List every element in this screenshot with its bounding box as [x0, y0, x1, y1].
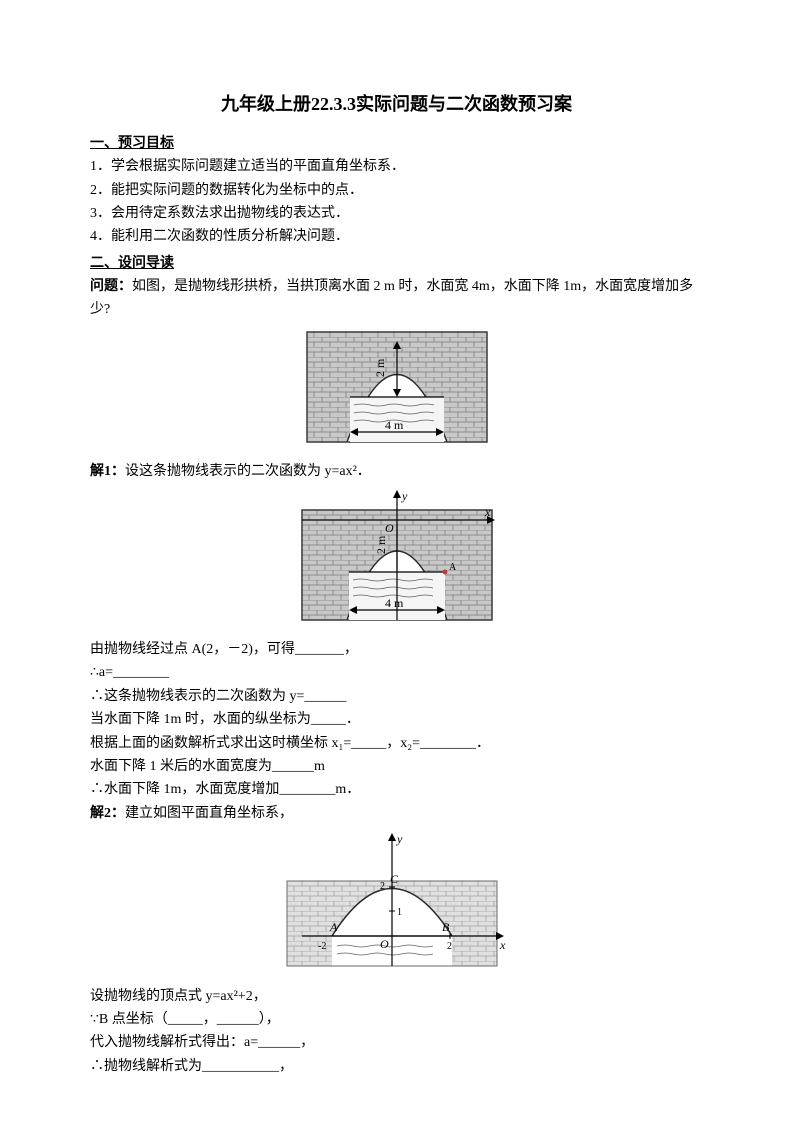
figure-3: y x O 1 2 2 -2 C A B — [90, 831, 703, 979]
figure-2: y x O 2 m A 4 m — [90, 490, 703, 633]
figure-1: 2 m 4 m — [90, 327, 703, 455]
fig2-y-label: y — [401, 490, 408, 503]
solution-2-label: 解2： — [90, 806, 125, 821]
fig2-x-label: x — [484, 505, 491, 519]
sol1-line-6: ∴水面下降 1m，水面宽度增加________m． — [90, 779, 703, 801]
solution-1-text: 设这条抛物线表示的二次函数为 y=ax²． — [125, 464, 371, 479]
sol1-line-0: 由抛物线经过点 A(2，－2)，可得_______， — [90, 639, 703, 661]
figure-1-svg: 2 m 4 m — [302, 327, 492, 447]
section-2-heading: 二、设问导读 — [90, 253, 703, 275]
sol1-line-2: ∴这条抛物线表示的二次函数为 y=______ — [90, 686, 703, 708]
figure-3-svg: y x O 1 2 2 -2 C A B — [282, 831, 512, 971]
sol1-line-1: ∴a=________ — [90, 662, 703, 684]
fig3-tick1: 1 — [397, 907, 402, 918]
fig1-height-label: 2 m — [373, 358, 387, 377]
sol2-line-3: ∴抛物线解析式为___________， — [90, 1056, 703, 1078]
objective-4: 4．能利用二次函数的性质分析解决问题． — [90, 226, 703, 248]
objective-1: 1．学会根据实际问题建立适当的平面直角坐标系． — [90, 156, 703, 178]
fig2-width-label: 4 m — [385, 596, 404, 610]
fig3-neg2: -2 — [318, 941, 326, 952]
fig3-point-c: C — [390, 872, 399, 886]
sol2-line-1: ∵B 点坐标（_____，______）， — [90, 1009, 703, 1031]
sol1-line-3: 当水面下降 1m 时，水面的纵坐标为_____． — [90, 709, 703, 731]
figure-2-svg: y x O 2 m A 4 m — [297, 490, 497, 625]
section-1-heading: 一、预习目标 — [90, 133, 703, 155]
fig3-y-label: y — [396, 832, 403, 846]
fig2-origin: O — [385, 521, 394, 535]
solution-1-line: 解1：设这条抛物线表示的二次函数为 y=ax²． — [90, 461, 703, 483]
problem-statement: 问题：如图，是抛物线形拱桥，当拱顶离水面 2 m 时，水面宽 4m，水面下降 1… — [90, 276, 703, 321]
problem-label: 问题： — [90, 279, 132, 294]
fig2-point-a: A — [449, 562, 457, 573]
fig3-x-label: x — [499, 938, 506, 952]
sol2-line-0: 设抛物线的顶点式 y=ax²+2， — [90, 986, 703, 1008]
fig3-point-a: A — [329, 920, 338, 934]
solution-2-text: 建立如图平面直角坐标系， — [125, 806, 293, 821]
fig3-tick2y: 2 — [380, 881, 385, 892]
sol1-line-4: 根据上面的函数解析式求出这时横坐标 x₁=_____，x₂=________． — [90, 733, 703, 755]
sol1-line-5: 水面下降 1 米后的水面宽度为______m — [90, 756, 703, 778]
fig3-tick2x: 2 — [447, 941, 452, 952]
objective-3: 3．会用待定系数法求出抛物线的表达式． — [90, 203, 703, 225]
objective-2: 2．能把实际问题的数据转化为坐标中的点． — [90, 180, 703, 202]
solution-1-label: 解1： — [90, 464, 125, 479]
solution-2-line: 解2：建立如图平面直角坐标系， — [90, 803, 703, 825]
problem-text: 如图，是抛物线形拱桥，当拱顶离水面 2 m 时，水面宽 4m，水面下降 1m，水… — [90, 279, 693, 316]
sol2-line-2: 代入抛物线解析式得出：a=______， — [90, 1032, 703, 1054]
page-title: 九年级上册22.3.3实际问题与二次函数预习案 — [90, 90, 703, 119]
fig1-width-label: 4 m — [385, 418, 404, 432]
fig2-height-label: 2 m — [374, 535, 388, 554]
fig3-point-b: B — [442, 920, 450, 934]
fig3-origin: O — [380, 937, 389, 951]
